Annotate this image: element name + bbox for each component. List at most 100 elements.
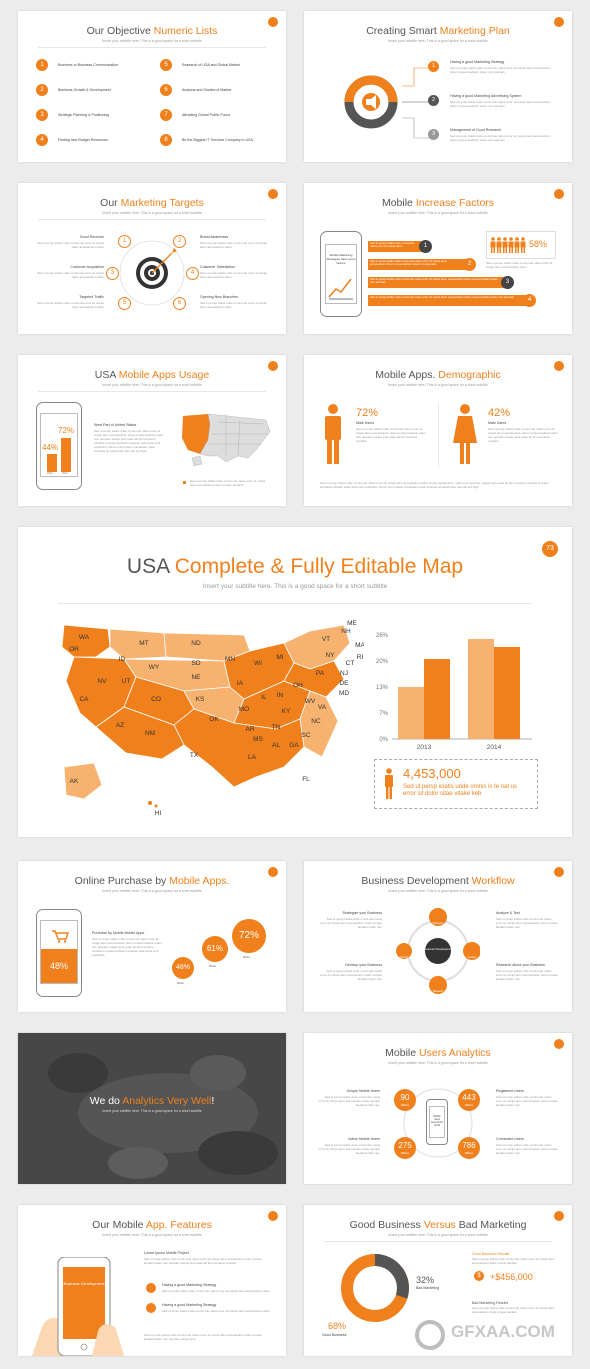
node-research: Research (432, 990, 444, 993)
y-tick-label: 0% (379, 737, 388, 743)
state-label: MS (253, 736, 263, 743)
chart-bar (468, 639, 494, 739)
dollar-icon: $ (474, 1271, 484, 1281)
x-tick-label: 2014 (487, 744, 502, 751)
bad-results-heading: Bad Marketing Results (472, 1301, 509, 1305)
analytics-text: Sed ut persp iciatis unde omnis iste nat… (318, 1143, 380, 1155)
slide-title: Creating Smart Marketing Plan (366, 25, 510, 37)
state-label: OR (69, 646, 79, 653)
target-heading: Customer Satisfaction (200, 265, 236, 269)
state-label: OK (209, 716, 219, 723)
state-label: MT (139, 640, 148, 647)
project-text: Sed ut persp iciatis unde omnis iste nat… (144, 1257, 262, 1265)
bar-2014 (61, 438, 71, 472)
year-2013: 2013 (47, 472, 53, 475)
footer-text: Sed ut persp iciatis unde omnis iste nat… (320, 481, 549, 489)
slide-number-badge (268, 867, 278, 877)
state-label: WV (305, 698, 316, 705)
slide-number-badge: 73 (542, 541, 558, 557)
divider (38, 391, 266, 392)
y-tick-label: 7% (379, 711, 388, 717)
hawaii-shape (148, 801, 152, 805)
state-label: CO (151, 696, 161, 703)
donut-chart (344, 75, 398, 129)
factor-bar (368, 241, 422, 252)
female-percent: 42% (488, 407, 511, 419)
workflow-heading: Strategize your Business (342, 911, 382, 915)
male-percent: 72% (356, 407, 379, 419)
x-tick-label: 2013 (417, 744, 432, 751)
slide-increase-factors: Mobile Increase Factors Insert your subt… (304, 183, 572, 334)
slide-title: USA Complete & Fully Editable Map (126, 555, 464, 578)
feature-icon (146, 1303, 156, 1313)
result-value: +$456,000 (490, 1272, 533, 1282)
state-label: CT (346, 660, 355, 667)
phone-text: Mobile users around the world (431, 1115, 443, 1127)
phone-outline: 48% (36, 909, 82, 997)
target-heading: Good Revenue (79, 235, 104, 239)
plan-heading: Having a good Marketing Strategy (450, 60, 505, 64)
analytics-value: 90 (394, 1089, 416, 1111)
growth-chart-icon (328, 278, 353, 300)
person-icon (385, 768, 393, 799)
target-text: Sed ut persp iciatis unde omnis iste err… (200, 301, 268, 309)
plan-text: Sed ut persp iciatis unde omnis iste nat… (450, 134, 551, 142)
bad-label: Bad Marketing (416, 1286, 440, 1290)
slide-title: Mobile Users Analytics (385, 1047, 491, 1059)
west-title: West Part of United States (94, 423, 137, 427)
female-text: Sed ut persp iciatis unde omnis iste nat… (488, 427, 558, 443)
workflow-text: Sed ut persp iciatis unde omnis iste nat… (320, 917, 382, 929)
workflow-text: Sed ut persp iciatis unde omnis iste nat… (496, 969, 558, 981)
list-number: 5 (160, 59, 172, 71)
target-text: Sed ut persp iciatis unde omnis iste err… (200, 241, 268, 249)
slide-title: Mobile Apps. Demographic (375, 369, 501, 381)
target-number: 2 (173, 235, 186, 248)
feature-icon (146, 1283, 156, 1293)
phone-percent: 48% (41, 949, 77, 983)
state-label: NH (341, 628, 351, 635)
bad-percent: 32% (416, 1275, 435, 1285)
divider (38, 47, 266, 48)
hand-holding-phone (32, 1257, 124, 1356)
workflow-heading: Analyze & Test (496, 911, 520, 915)
slide-subtitle: Insert your subtitle here. This is a goo… (102, 889, 202, 893)
y-tick-label: 13% (376, 685, 389, 691)
analytics-unit: Millions (465, 1152, 473, 1155)
footer-text: Sed ut persp iciatis unde omnis iste nat… (144, 1333, 262, 1341)
slide-numeric-lists: Our Objective Numeric Lists Insert your … (18, 11, 286, 162)
state-label: SC (301, 732, 310, 739)
state-label: MA (355, 642, 364, 649)
list-number: 4 (36, 134, 48, 146)
slide-users-analytics: Mobile Users Analytics Insert your subti… (304, 1033, 572, 1184)
slide-number-badge (554, 1211, 564, 1221)
people-percent: 58% (529, 239, 548, 249)
factor-bar (368, 295, 526, 306)
slide-subtitle: Insert your subtitle here. This is a goo… (388, 1233, 488, 1237)
state-label: GA (289, 742, 299, 749)
list-number: 2 (36, 84, 48, 96)
state-label: WI (254, 660, 262, 667)
analytics-heading: Active Mobile Users (348, 1137, 380, 1141)
factor-number: 2 (463, 258, 476, 271)
slide-analytics-photo: We do Analytics Very Well! Insert your s… (18, 1033, 286, 1184)
plan-text: Sed ut persp iciatis unde omnis iste nat… (450, 100, 551, 108)
state-label: AR (245, 726, 254, 733)
state-label: AK (70, 778, 79, 785)
watermark-logo (415, 1320, 445, 1350)
phone-outline: Mobile users around the world (426, 1099, 448, 1145)
state-region (95, 706, 185, 760)
target-number: 1 (118, 235, 131, 248)
plan-number: 2 (428, 95, 439, 106)
list-item: Finding new Budget Resources (58, 138, 108, 142)
slide-app-features: Our Mobile App. Features Insert your sub… (18, 1205, 286, 1356)
good-percent: 68% (328, 1321, 347, 1331)
state-label: LA (248, 754, 257, 761)
state-label: MD (339, 690, 349, 697)
slide-title: Good Business Versus Bad Marketing (349, 1219, 527, 1231)
good-results-text: Sed ut persp iciatis unde omnis iste nat… (472, 1257, 555, 1265)
people-text: Sed ut persp iciatis unde omnis iste nat… (486, 261, 553, 269)
bad-results-text: Sed ut persp iciatis unde omnis iste nat… (472, 1306, 555, 1314)
cart-icon (52, 930, 69, 943)
slide-subtitle: Insert your subtitle here. This is a goo… (388, 383, 488, 387)
phone-outline: 44% 72% 2013 2014 (36, 402, 82, 490)
